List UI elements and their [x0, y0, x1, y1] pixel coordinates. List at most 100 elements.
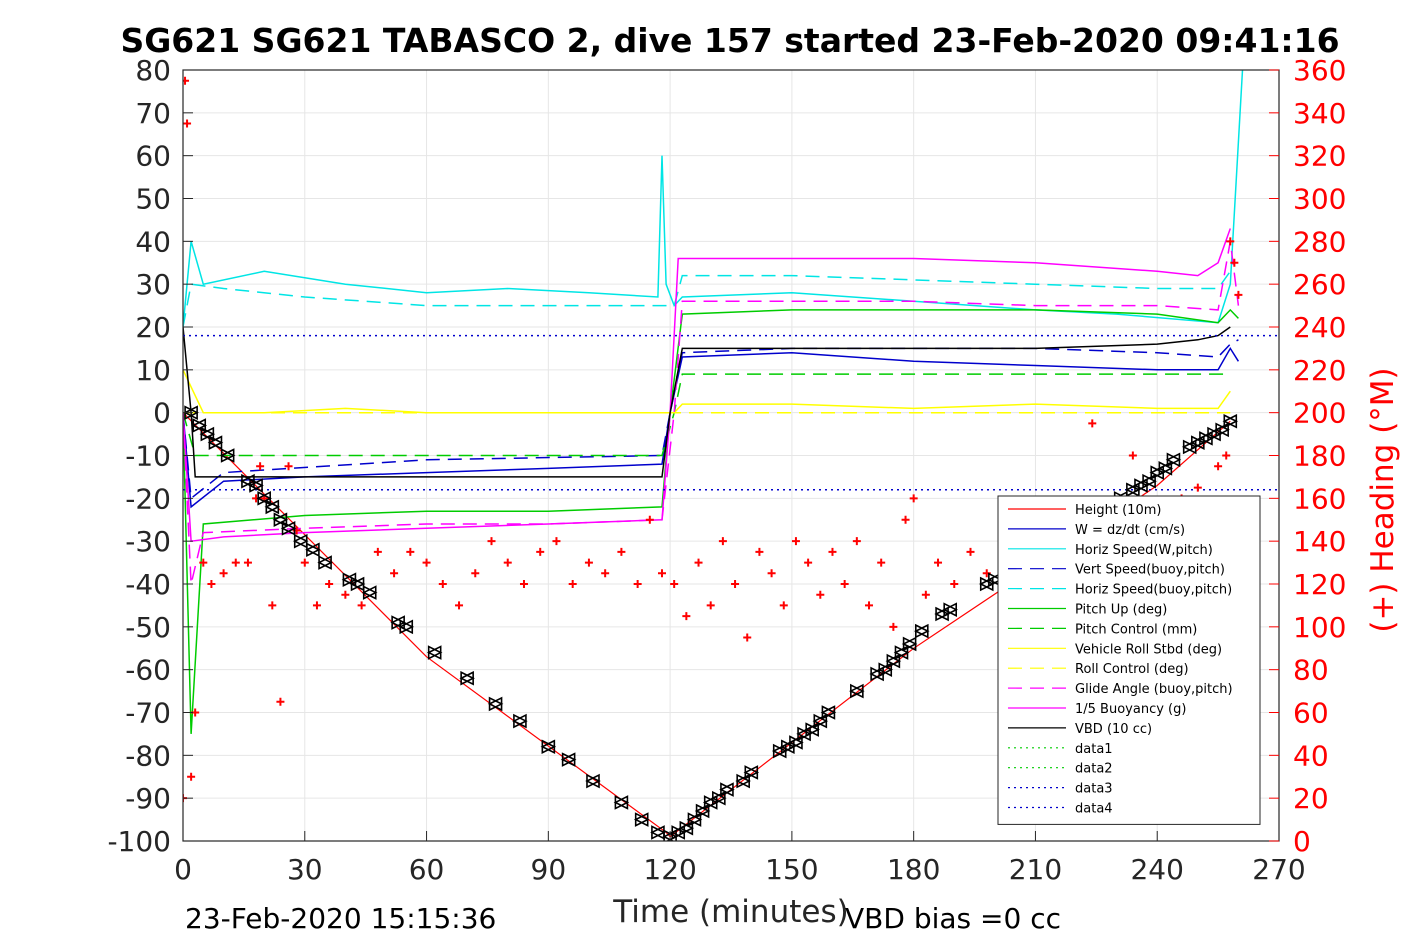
heading-marker: [828, 547, 837, 556]
depth-marker: [743, 765, 760, 780]
heading-marker: [256, 462, 265, 471]
heading-marker: [1230, 258, 1239, 267]
depth-marker: [219, 448, 236, 463]
heading-marker: [852, 537, 861, 546]
depth-marker: [199, 426, 216, 442]
heading-marker: [1193, 483, 1202, 492]
heading-marker: [341, 590, 350, 599]
legend-entry: data4: [1075, 802, 1113, 817]
depth-marker: [686, 812, 703, 827]
heading-marker: [966, 547, 975, 556]
heading-marker: [1222, 451, 1231, 460]
right-tick-label: 320: [1293, 140, 1346, 173]
right-tick-label: 280: [1293, 225, 1346, 258]
heading-marker: [243, 558, 252, 567]
x-tick-label: 60: [409, 853, 445, 886]
right-tick-label: 360: [1293, 54, 1346, 87]
depth-marker: [280, 521, 297, 536]
depth-marker: [1214, 422, 1230, 438]
depth-marker: [248, 478, 264, 493]
depth-marker: [585, 773, 601, 789]
y-tick-label: -20: [125, 482, 171, 515]
right-tick-label: 300: [1293, 183, 1346, 216]
y-tick-label: 70: [135, 97, 171, 130]
heading-marker: [276, 697, 285, 706]
y-tick-label: 30: [135, 268, 171, 301]
heading-marker: [767, 569, 776, 578]
heading-marker: [438, 580, 447, 588]
depth-marker: [398, 619, 415, 635]
y-tick-label: -10: [125, 440, 171, 473]
right-tick-label: 80: [1293, 654, 1329, 687]
heading-marker: [694, 558, 703, 567]
heading-marker: [731, 580, 740, 588]
heading-marker: [670, 580, 679, 588]
heading-marker: [199, 558, 208, 567]
heading-marker: [706, 601, 715, 610]
heading-marker: [743, 633, 752, 642]
heading-marker: [390, 569, 399, 578]
right-tick-label: 180: [1293, 440, 1346, 473]
heading-marker: [840, 580, 849, 588]
legend-entry: data3: [1075, 782, 1113, 797]
heading-marker: [568, 580, 577, 588]
depth-marker: [560, 752, 577, 767]
y-tick-label: -80: [125, 739, 171, 772]
heading-marker: [779, 601, 788, 610]
y-tick-label: -40: [125, 568, 171, 601]
heading-marker: [1088, 419, 1097, 428]
depth-marker: [877, 662, 894, 677]
footer-timestamp: 23-Feb-2020 15:15:36: [185, 902, 496, 935]
heading-marker: [487, 537, 496, 546]
right-tick-label: 120: [1293, 568, 1346, 601]
depth-marker: [694, 803, 711, 819]
depth-marker: [885, 653, 902, 669]
depth-marker: [512, 713, 528, 729]
heading-marker: [519, 580, 528, 588]
y-tick-label: -90: [125, 782, 171, 815]
depth-marker: [1157, 461, 1174, 476]
depth-marker: [633, 812, 650, 827]
heading-marker: [207, 580, 216, 588]
depth-marker: [1222, 413, 1239, 429]
depth-marker: [812, 713, 829, 729]
heading-marker: [934, 558, 943, 567]
heading-marker: [901, 515, 910, 524]
depth-marker: [913, 623, 930, 639]
heading-marker: [312, 601, 321, 610]
depth-marker: [820, 705, 837, 720]
depth-marker: [459, 670, 475, 686]
depth-marker: [849, 683, 865, 699]
heading-marker: [1234, 290, 1243, 299]
heading-marker: [617, 547, 626, 556]
depth-marker: [207, 435, 224, 450]
series-line-9: [183, 241, 1240, 585]
series-line-3: [183, 339, 1239, 500]
heading-marker: [536, 547, 545, 556]
heading-marker: [1214, 462, 1223, 471]
depth-marker: [487, 696, 504, 712]
x-tick-label: 210: [1009, 853, 1062, 886]
heading-marker: [816, 590, 825, 599]
x-tick-label: 270: [1252, 853, 1305, 886]
heading-marker: [373, 547, 382, 556]
legend-entry: Roll Control (deg): [1075, 662, 1189, 677]
legend-entry: Horiz Speed(W,pitch): [1075, 543, 1213, 558]
right-tick-label: 20: [1293, 782, 1329, 815]
y-tick-label: -70: [125, 697, 171, 730]
depth-markers: [183, 405, 1239, 841]
depth-marker: [272, 512, 289, 528]
heading-marker: [889, 622, 898, 631]
heading-marker: [718, 537, 727, 546]
depth-marker: [613, 795, 630, 810]
right-axis-ticks: 3603403203002802602402202001801601401201…: [1269, 54, 1346, 858]
depth-marker: [317, 555, 333, 570]
depth-marker: [719, 782, 735, 797]
x-tick-label: 30: [287, 853, 323, 886]
footer-vbd-bias: VBD bias =0 cc: [845, 902, 1061, 935]
x-tick-label: 150: [765, 853, 818, 886]
right-tick-label: 220: [1293, 354, 1346, 387]
depth-marker: [292, 533, 309, 549]
legend: Height (10m) W = dz/dt (cm/s) Horiz Speed(…: [997, 495, 1261, 825]
right-tick-label: 60: [1293, 697, 1329, 730]
